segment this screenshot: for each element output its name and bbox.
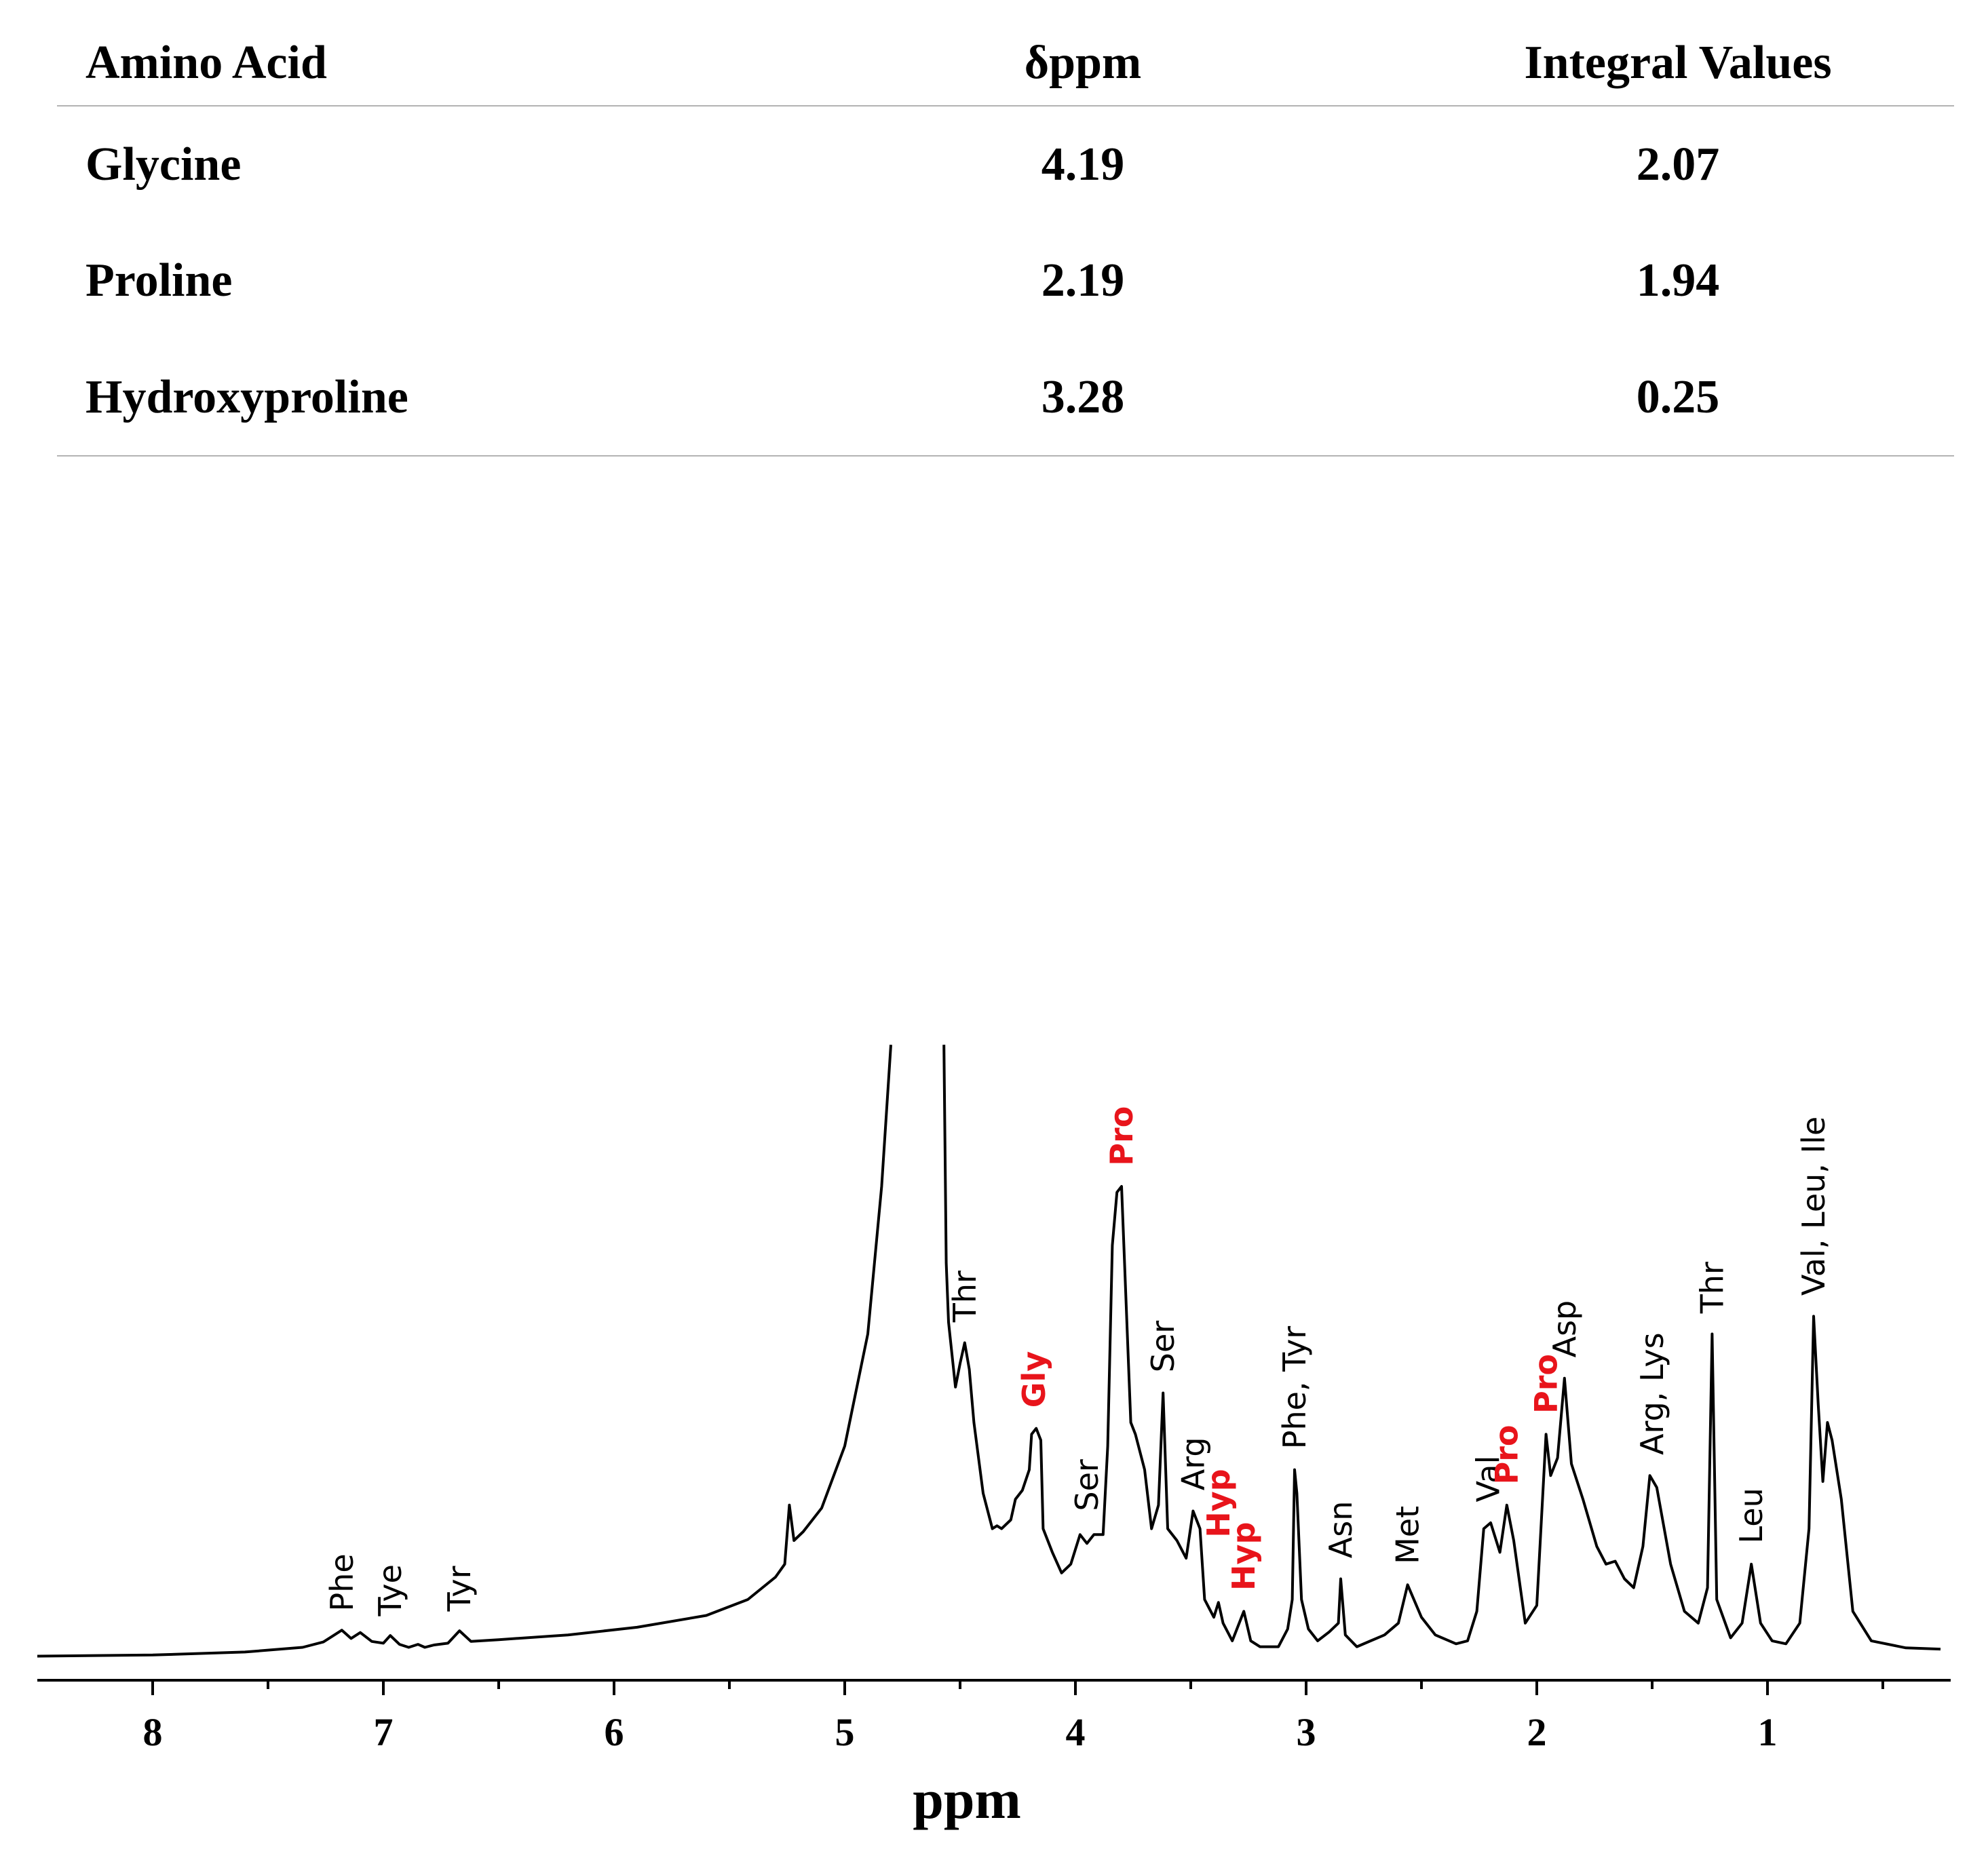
- x-axis-title: ppm: [913, 1768, 1021, 1830]
- cell-amino-acid: Glycine: [85, 138, 242, 191]
- x-tick-label: 8: [143, 1710, 163, 1754]
- peak-label: Val, Leu, Ile: [1795, 1117, 1832, 1296]
- x-tick-label: 3: [1297, 1710, 1316, 1754]
- spectrum-line-1: [37, 1045, 892, 1658]
- peak-label: Pro: [1528, 1354, 1565, 1414]
- x-tick-label: 6: [605, 1710, 624, 1754]
- cell-ppm: 4.19: [1041, 138, 1125, 191]
- table-row: Proline 2.19 1.94: [57, 222, 1954, 339]
- peak-label: Phe, Tyr: [1276, 1326, 1313, 1450]
- peak-label: Thr: [947, 1271, 983, 1323]
- peak-label: Ser: [1069, 1459, 1105, 1511]
- peak-label: Asp: [1546, 1300, 1583, 1358]
- cell-integral: 1.94: [1636, 254, 1720, 307]
- cell-ppm: 2.19: [1041, 254, 1125, 307]
- peak-label: Leu: [1733, 1488, 1770, 1543]
- peak-label: Arg: [1174, 1437, 1211, 1490]
- peak-label: Thr: [1694, 1262, 1730, 1314]
- x-tick-label: 2: [1527, 1710, 1547, 1754]
- cell-amino-acid: Hydroxyproline: [57, 339, 764, 457]
- x-tick-label: 4: [1066, 1710, 1086, 1754]
- table-row: Hydroxyproline 3.28 0.25: [57, 339, 1954, 457]
- peak-label: Tye: [372, 1564, 408, 1616]
- peak-label: Pro: [1489, 1425, 1525, 1484]
- peak-label: Arg, Lys: [1634, 1332, 1670, 1455]
- table-header-row: Amino Acid δppm Integral Values: [57, 20, 1954, 106]
- peak-label: Phe: [324, 1553, 360, 1611]
- peak-label: Gly: [1016, 1351, 1052, 1408]
- peak-label: Val: [1470, 1456, 1507, 1503]
- cell-integral: 2.07: [1636, 138, 1720, 191]
- header-amino-acid: Amino Acid: [57, 20, 764, 106]
- peak-label: Asn: [1322, 1501, 1359, 1559]
- peak-label: Hyp: [1200, 1469, 1237, 1537]
- peak-label: Met: [1390, 1506, 1426, 1564]
- header-integral: Integral Values: [1402, 20, 1954, 106]
- cell-integral: 0.25: [1402, 339, 1954, 457]
- x-tick-label: 7: [374, 1710, 394, 1754]
- cell-amino-acid: Proline: [85, 254, 233, 307]
- peak-label: Ser: [1145, 1321, 1181, 1373]
- spectrum-layer: [37, 1045, 1941, 1658]
- cell-ppm: 3.28: [764, 339, 1402, 457]
- x-tick-label: 1: [1758, 1710, 1778, 1754]
- x-axis: 8 7 6 5 4 3 2 1: [37, 1679, 1951, 1754]
- spectrum-line-2: [942, 1045, 1941, 1651]
- table-row: Glycine 4.19 2.07: [57, 106, 1954, 222]
- amino-acid-table: Amino Acid δppm Integral Values Glycine …: [57, 20, 1954, 457]
- x-tick-label: 5: [835, 1710, 855, 1754]
- peak-label: Hyp: [1225, 1522, 1262, 1591]
- peak-label: Tyr: [441, 1566, 478, 1612]
- peak-label: Pro: [1103, 1106, 1140, 1166]
- header-ppm: δppm: [764, 20, 1402, 106]
